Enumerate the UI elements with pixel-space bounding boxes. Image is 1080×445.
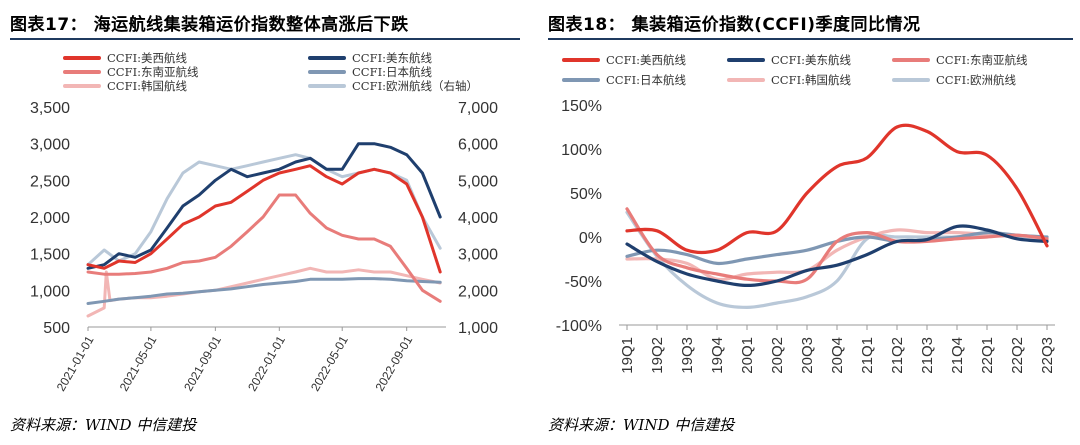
y-tick-label: 0% [579,230,602,247]
right-chart-panel: 图表18： 集装箱运价指数(CCFI)季度同比情况 CCFI:美西航线 CCFI… [540,0,1080,445]
series-line [86,277,442,305]
x-tick-label: 2022-05-01 [308,333,351,393]
x-tick-label: 19Q3 [679,337,696,374]
right-legend: CCFI:美西航线 CCFI:美东航线 CCFI:东南亚航线 CCFI:日本航线… [562,52,1062,92]
right-legend-label: CCFI:东南亚航线 [936,53,1028,67]
y2-tick-label: 6,000 [458,137,498,154]
series-line [86,193,442,303]
y-tick-label: 2,500 [30,173,70,190]
right-legend-swatch [562,78,600,82]
x-tick-label: 21Q1 [859,337,876,374]
x-tick-label: 22Q2 [1009,337,1026,374]
y-tick-label: 50% [570,186,602,203]
y-tick-label: 3,000 [30,137,70,154]
right-legend-label: CCFI:韩国航线 [771,73,851,87]
series-line [625,123,1049,255]
right-chart-title: 图表18： 集装箱运价指数(CCFI)季度同比情况 [548,15,921,35]
x-tick-label: 19Q4 [709,337,726,374]
right-legend-swatch [727,58,765,62]
left-chart-title: 图表17： 海运航线集装箱运价指数整体高涨后下跌 [10,15,409,35]
y-tick-label: 150% [561,98,602,115]
right-legend-label: CCFI:日本航线 [606,73,686,87]
left-legend-label: CCFI:美东航线 [352,51,432,65]
x-tick-label: 20Q4 [829,337,846,374]
left-title-rule [10,38,520,40]
right-source-note: 资料来源：WIND 中信建投 [548,416,735,434]
left-legend-swatch [308,56,346,60]
x-tick-label: 2021-09-01 [181,333,224,393]
series-line [625,207,1049,285]
x-tick-label: 20Q3 [799,337,816,374]
x-tick-label: 19Q1 [619,337,636,374]
series-line [86,266,442,318]
right-legend-swatch [727,78,765,82]
y-tick-label: 1,500 [30,247,70,264]
left-legend-swatch [308,70,346,74]
x-tick-label: 21Q4 [949,337,966,374]
right-legend-swatch [892,78,930,82]
y-tick-label: -50% [565,274,602,291]
y-tick-label: 500 [43,320,70,337]
left-source-note: 资料来源：WIND 中信建投 [10,416,197,434]
x-tick-label: 20Q1 [739,337,756,374]
x-tick-label: 21Q3 [919,337,936,374]
series-line [86,142,442,270]
x-tick-label: 22Q3 [1039,337,1056,374]
y-tick-label: 1,000 [30,283,70,300]
series-line [625,224,1049,288]
left-legend-swatch [63,56,101,60]
x-tick-label: 2021-05-01 [117,333,160,393]
y2-tick-label: 7,000 [458,100,498,117]
y2-tick-label: 2,000 [458,283,498,300]
right-legend-label: CCFI:欧洲航线 [936,73,1016,87]
y2-tick-label: 3,000 [458,247,498,264]
series-line [625,210,1049,310]
y2-tick-label: 1,000 [458,320,498,337]
right-legend-swatch [892,58,930,62]
left-legend-label: CCFI:韩国航线 [107,79,187,93]
right-legend-label: CCFI:美西航线 [606,53,686,67]
y2-tick-label: 4,000 [458,210,498,227]
right-legend-label: CCFI:美东航线 [771,53,851,67]
x-tick-label: 2021-01-01 [54,333,97,393]
left-chart-svg: 500 1,000 1,500 2,000 2,500 3,000 3,500 1,000 2,… [30,100,498,394]
left-legend-swatch [308,84,346,88]
left-chart-panel: 图表17： 海运航线集装箱运价指数整体高涨后下跌 CCFI:美西航线 CCFI:… [10,15,520,434]
y-tick-label: 100% [561,142,602,159]
left-legend-label: CCFI:东南亚航线 [107,65,199,79]
y-tick-label: 2,000 [30,210,70,227]
left-legend-label: CCFI:欧洲航线（右轴） [352,79,478,93]
left-legend-label: CCFI:日本航线 [352,65,432,79]
left-legend: CCFI:美西航线 CCFI:美东航线 CCFI:东南亚航线 CCFI:日本航线… [63,50,513,93]
left-legend-label: CCFI:美西航线 [107,51,187,65]
left-legend-swatch [63,70,101,74]
x-tick-label: 20Q2 [769,337,786,374]
x-tick-label: 19Q2 [649,337,666,374]
x-tick-label: 21Q2 [889,337,906,374]
y-tick-label: 3,500 [30,100,70,117]
x-tick-label: 2022-09-01 [372,333,415,393]
y-tick-label: -100% [556,318,602,335]
right-legend-swatch [562,58,600,62]
left-legend-swatch [63,84,101,88]
x-tick-label: 22Q1 [979,337,996,374]
right-chart-svg: -100% -50% 0% 50% 100% 150% 19Q1 19Q2 19Q3 19Q4 20… [556,98,1056,374]
right-title-rule [548,38,1073,40]
series-line [86,164,442,274]
x-tick-label: 2022-01-01 [245,333,288,393]
y2-tick-label: 5,000 [458,173,498,190]
